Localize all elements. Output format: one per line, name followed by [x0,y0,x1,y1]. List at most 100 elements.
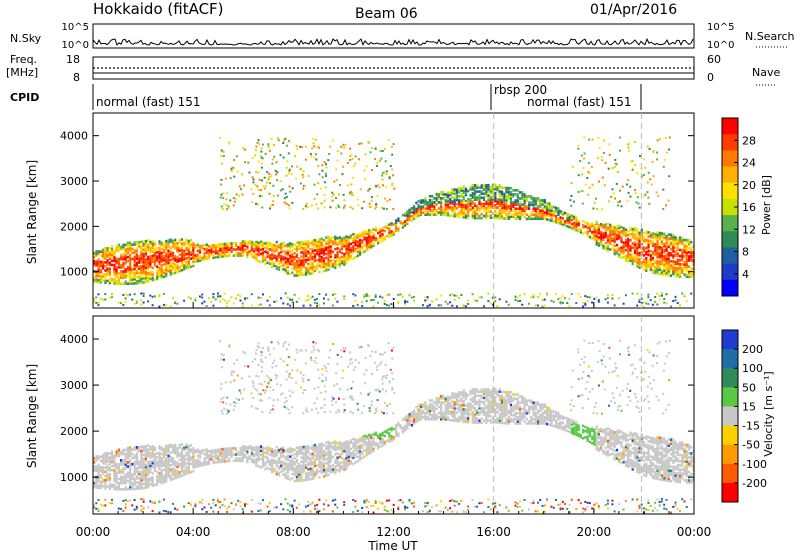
power-cell [620,232,623,235]
power-scatter [287,152,290,155]
velocity-cell [124,452,127,456]
velocity-cell [178,473,181,476]
power-cell [124,257,127,261]
velocity-noise [307,504,310,507]
power-scatter [648,202,651,205]
power-cell [476,208,479,212]
velocity-cell [226,453,229,457]
power-cell [512,203,515,206]
velocity-cell [95,457,98,460]
power-scatter [303,184,306,187]
velocity-cell [347,457,350,460]
power-cell [674,246,677,249]
power-cell [660,248,664,252]
power-cell [381,239,384,242]
power-cell [690,273,693,277]
power-cell [676,254,679,258]
power-cell [514,201,517,204]
power-cell [555,214,558,218]
power-cell [180,256,184,260]
velocity-cell [280,460,283,463]
velocity-cell [262,454,265,458]
power-cell [147,280,150,283]
power-noise [217,295,219,298]
velocity-cell [241,451,244,454]
power-cell [381,237,384,240]
power-cell [289,244,292,247]
power-cell [219,249,222,252]
power-cell [627,254,630,257]
power-cell [345,249,348,253]
power-cell [494,183,497,187]
velocity-cell [120,452,123,456]
power-cell [665,245,668,248]
power-cell [361,241,364,244]
velocity-cell [140,476,143,480]
power-scatter [222,197,225,200]
power-cell [525,213,528,217]
power-cell [647,261,650,265]
power-cell [264,262,267,266]
power-cell [345,247,348,251]
power-cell [266,251,269,254]
power-scatter [271,162,274,165]
power-cell [354,239,357,243]
velocity-cell [259,466,262,469]
power-scatter [655,191,658,194]
velocity-cell [171,477,175,481]
velocity-cell [327,448,330,452]
velocity-cell [97,463,100,467]
power-cell [604,227,607,230]
power-cell [620,230,623,233]
power-noise [250,293,253,296]
velocity-cell [147,467,150,470]
power-cell [286,245,289,248]
velocity-cell [295,446,298,449]
velocity-cell [334,446,337,450]
power-cell [685,244,688,248]
power-cell [207,255,211,258]
power-cell [584,225,587,228]
power-cell [566,220,569,224]
power-cell [336,257,339,260]
power-cell [327,258,330,261]
power-cell [404,224,407,227]
power-cell [600,223,603,226]
power-cell [600,241,603,244]
power-noise [307,295,310,297]
power-cell [214,256,217,259]
power-cell [467,204,470,207]
power-cell [167,269,170,273]
power-cell [192,256,195,260]
velocity-cell [93,459,96,462]
power-cell [460,187,463,190]
power-cell [388,235,391,239]
power-cell [142,268,145,272]
power-cell [665,255,668,258]
freq-unit-label: [MHz] [6,66,38,79]
power-cell [670,233,673,237]
power-noise [302,304,305,307]
power-cell [117,249,120,253]
power-cell [446,193,449,197]
velocity-cell [286,462,289,466]
power-scatter [581,202,584,205]
power-cell [174,269,177,272]
power-noise [169,305,172,308]
power-cell [500,212,504,216]
power-cell [124,268,127,271]
power-cell [521,209,524,213]
power-cell [280,254,283,258]
power-cell [464,212,468,215]
velocity-cell [122,488,125,491]
power-cell [149,255,152,258]
power-cell [660,232,664,235]
velocity-cell [147,465,150,468]
power-cell [570,226,573,230]
velocity-cell [95,459,98,462]
power-cell [638,266,641,269]
velocity-cell [212,461,215,465]
power-cell [654,271,657,275]
power-cell [377,239,380,243]
velocity-cell [99,480,102,483]
